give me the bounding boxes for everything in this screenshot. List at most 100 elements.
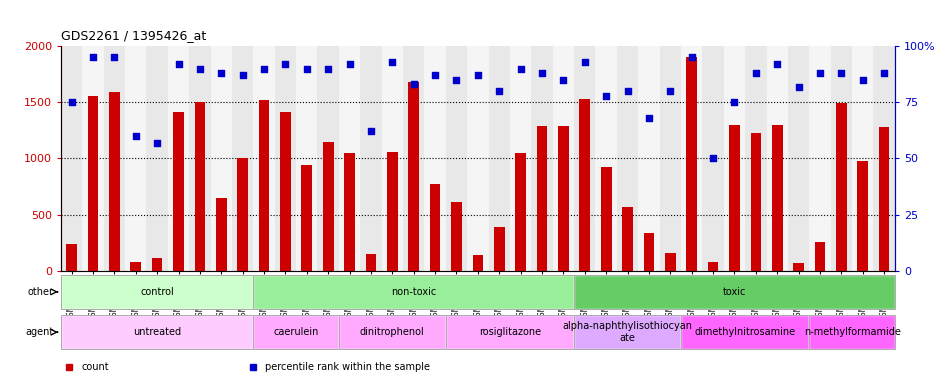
Bar [488,46,509,271]
Point [470,72,485,78]
Bar [707,262,718,271]
Point [641,115,656,121]
Bar [339,315,446,349]
Bar [771,125,782,271]
Bar [61,275,253,309]
Bar [317,46,339,271]
Bar [195,102,205,271]
Bar [643,233,653,271]
Point [555,77,570,83]
Bar [515,153,525,271]
Bar [600,167,611,271]
Point [128,133,143,139]
Point [705,155,720,161]
Bar [766,46,787,271]
Bar [813,242,825,271]
Bar [574,46,595,271]
Bar [124,46,146,271]
Point [598,93,613,99]
Bar [536,126,547,271]
Bar [878,127,888,271]
Bar [685,57,696,271]
Bar [215,198,227,271]
Bar [109,92,120,271]
Bar [622,207,632,271]
Bar [723,46,744,271]
Bar [339,46,359,271]
Bar [665,253,675,271]
Point [171,61,186,67]
Bar [211,46,232,271]
Point [385,59,400,65]
Bar [430,184,440,271]
Bar [146,46,168,271]
Bar [82,46,104,271]
Bar [446,315,574,349]
Text: n-methylformamide: n-methylformamide [803,327,899,337]
Bar [339,315,446,349]
Point [534,70,548,76]
Bar [787,46,809,271]
Bar [659,46,680,271]
Bar [359,46,381,271]
Point [320,65,335,71]
Text: rosiglitazone: rosiglitazone [478,327,540,337]
Point [812,70,826,76]
Bar [253,46,274,271]
Bar [402,46,424,271]
Text: caerulein: caerulein [273,327,318,337]
Bar [323,142,333,271]
Text: GDS2261 / 1395426_at: GDS2261 / 1395426_at [61,29,206,42]
Bar [493,227,505,271]
Point [256,65,271,71]
Text: dimethylnitrosamine: dimethylnitrosamine [694,327,795,337]
Text: untreated: untreated [133,327,181,337]
Bar [680,46,702,271]
Point [406,81,421,87]
Bar [472,255,483,271]
Point [299,65,314,71]
Text: other: other [27,287,53,297]
Point [427,72,442,78]
Bar [344,153,355,271]
Point [150,140,165,146]
Point [513,65,528,71]
Bar [851,46,872,271]
Bar [88,96,98,271]
Point [342,61,357,67]
Bar [66,244,77,271]
Bar [61,315,253,349]
Bar [558,126,568,271]
Bar [296,46,317,271]
Point [683,54,698,60]
Text: control: control [140,287,174,297]
Bar [872,46,894,271]
Bar [467,46,488,271]
Point [107,54,122,60]
Point [876,70,891,76]
Bar [809,46,830,271]
Bar [446,315,574,349]
Point [278,61,293,67]
Point [855,77,870,83]
Point [662,88,677,94]
Point [790,83,805,89]
Bar [408,82,418,271]
Bar [168,46,189,271]
Bar [253,275,574,309]
Text: dinitrophenol: dinitrophenol [359,327,424,337]
Bar [232,46,253,271]
Bar [595,46,616,271]
Point [235,72,250,78]
Bar [574,275,894,309]
Bar [253,315,339,349]
Bar [574,315,680,349]
Point [577,59,592,65]
Text: count: count [81,362,110,372]
Bar [702,46,723,271]
Bar [793,263,803,271]
Bar [744,46,766,271]
Bar [637,46,659,271]
Bar [173,113,183,271]
Bar [728,125,739,271]
